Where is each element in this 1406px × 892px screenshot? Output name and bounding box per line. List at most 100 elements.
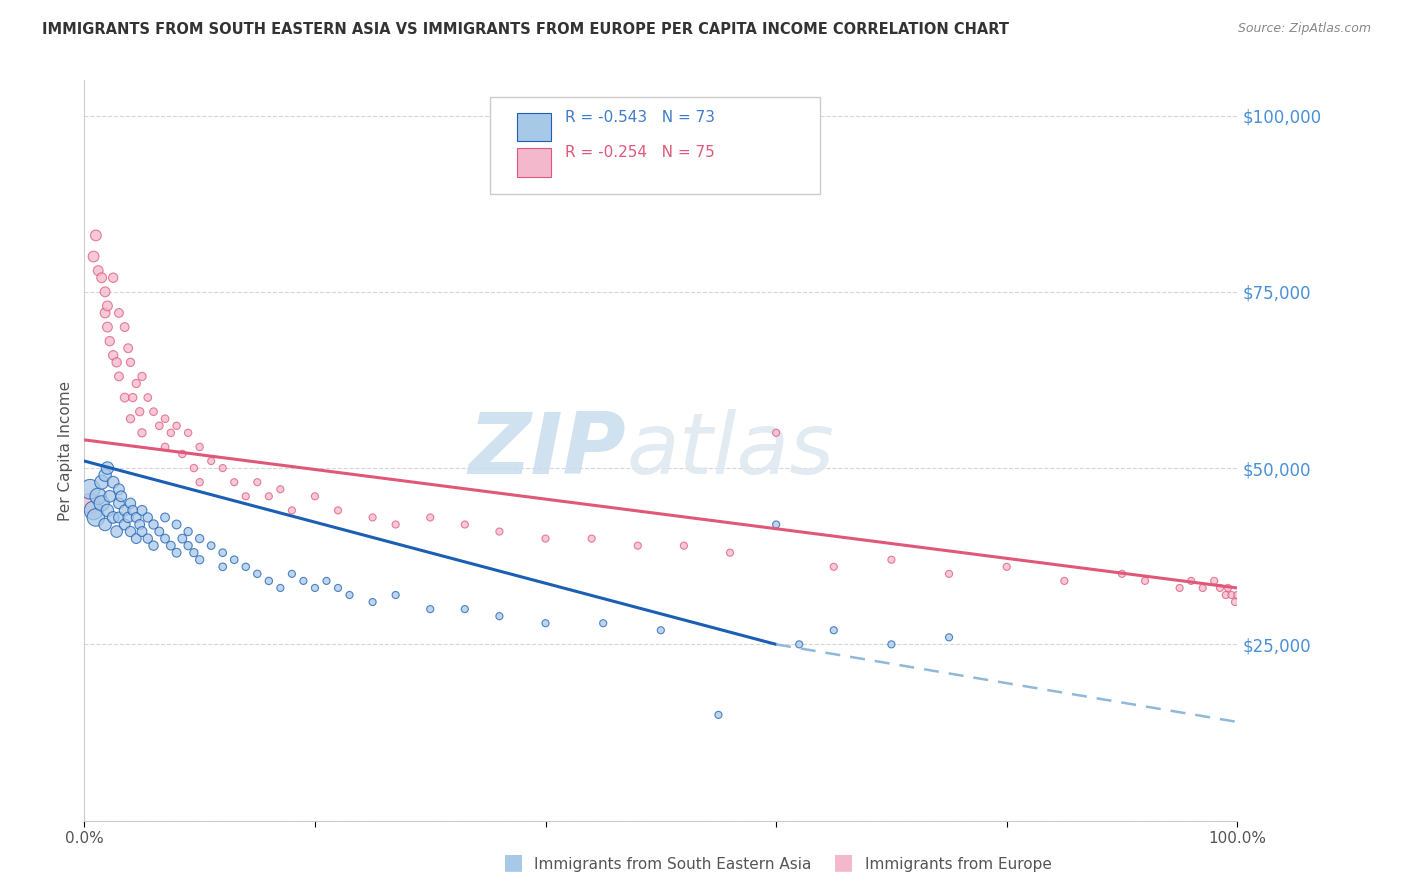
Point <box>121 391 143 405</box>
Point <box>120 411 142 425</box>
Point <box>160 539 183 553</box>
Point <box>880 637 903 651</box>
Point <box>125 532 148 546</box>
Point <box>83 250 105 264</box>
Point <box>534 532 557 546</box>
Point <box>188 532 211 546</box>
Point <box>90 496 112 510</box>
Point <box>142 517 165 532</box>
Point <box>1215 588 1237 602</box>
Point <box>131 524 153 539</box>
Text: Immigrants from South Eastern Asia: Immigrants from South Eastern Asia <box>534 857 811 872</box>
Point <box>1216 581 1239 595</box>
Point <box>153 440 176 454</box>
Point <box>938 566 960 581</box>
Point <box>166 418 188 433</box>
Bar <box>517 113 551 141</box>
Point <box>90 475 112 490</box>
Point <box>419 602 441 616</box>
Text: ZIP: ZIP <box>468 409 626 492</box>
Text: R = -0.254   N = 75: R = -0.254 N = 75 <box>565 145 714 161</box>
Point <box>110 489 132 503</box>
Point <box>581 532 603 546</box>
Point <box>114 517 136 532</box>
Point <box>142 539 165 553</box>
Point <box>339 588 361 602</box>
Text: IMMIGRANTS FROM SOUTH EASTERN ASIA VS IMMIGRANTS FROM EUROPE PER CAPITA INCOME C: IMMIGRANTS FROM SOUTH EASTERN ASIA VS IM… <box>42 22 1010 37</box>
Point <box>281 566 304 581</box>
Point <box>96 299 118 313</box>
Point <box>304 581 326 595</box>
Point <box>103 510 124 524</box>
Point <box>128 405 150 419</box>
Point <box>148 524 170 539</box>
Point <box>718 546 741 560</box>
Point <box>1111 566 1133 581</box>
Point <box>672 539 695 553</box>
Point <box>172 532 194 546</box>
Text: Source: ZipAtlas.com: Source: ZipAtlas.com <box>1237 22 1371 36</box>
Point <box>257 574 280 588</box>
Point <box>96 320 118 334</box>
Point <box>384 517 406 532</box>
Point <box>361 595 384 609</box>
Point <box>1133 574 1156 588</box>
Point <box>114 391 136 405</box>
Point <box>120 524 142 539</box>
Point <box>94 468 117 483</box>
Point <box>103 348 124 362</box>
FancyBboxPatch shape <box>491 96 820 194</box>
Point <box>87 263 110 277</box>
Point <box>83 503 105 517</box>
Point <box>211 546 233 560</box>
Point <box>166 517 188 532</box>
Y-axis label: Per Capita Income: Per Capita Income <box>58 380 73 521</box>
Point <box>114 503 136 517</box>
Point <box>823 559 845 574</box>
Point <box>938 630 960 644</box>
Point <box>650 624 672 638</box>
Point <box>765 517 787 532</box>
Point <box>90 270 112 285</box>
Point <box>315 574 337 588</box>
Point <box>224 553 246 567</box>
Point <box>148 418 170 433</box>
Point <box>84 510 107 524</box>
Point <box>172 447 194 461</box>
Point <box>200 539 222 553</box>
Point <box>211 559 233 574</box>
Point <box>292 574 315 588</box>
Point <box>103 270 124 285</box>
Point <box>108 369 131 384</box>
Point <box>136 391 159 405</box>
Point <box>128 517 150 532</box>
Point <box>534 616 557 631</box>
Point <box>326 503 349 517</box>
Point <box>153 411 176 425</box>
Point <box>108 306 131 320</box>
Point <box>361 510 384 524</box>
Point <box>488 524 510 539</box>
Text: Immigrants from Europe: Immigrants from Europe <box>865 857 1052 872</box>
Point <box>94 306 117 320</box>
Point <box>627 539 650 553</box>
Text: atlas: atlas <box>626 409 834 492</box>
Point <box>114 320 136 334</box>
Point <box>787 637 810 651</box>
Point <box>188 440 211 454</box>
Point <box>120 496 142 510</box>
Point <box>188 475 211 490</box>
Point <box>177 539 200 553</box>
Point <box>108 510 131 524</box>
Point <box>98 489 121 503</box>
Point <box>235 559 257 574</box>
Point <box>224 475 246 490</box>
Point <box>246 475 269 490</box>
Point <box>1223 595 1246 609</box>
Point <box>592 616 614 631</box>
Point <box>108 482 131 496</box>
Point <box>188 553 211 567</box>
Point <box>823 624 845 638</box>
Point <box>880 553 903 567</box>
Text: ■: ■ <box>503 853 523 872</box>
